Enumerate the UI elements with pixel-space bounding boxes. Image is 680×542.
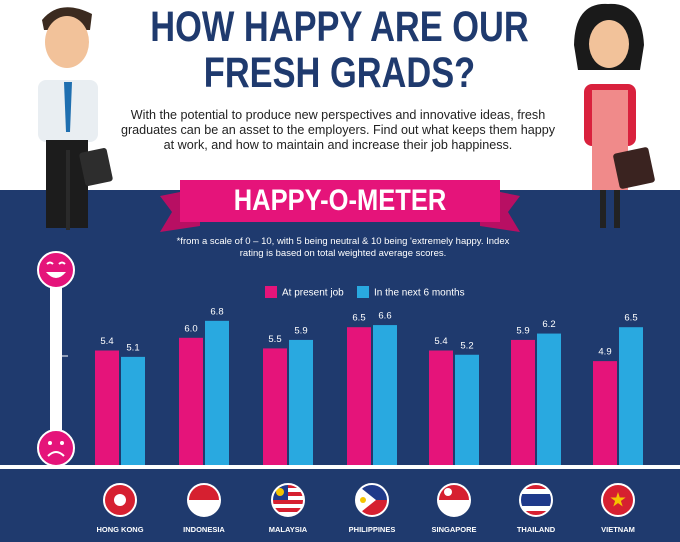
flag-part [114,494,126,506]
sad-face [37,429,75,467]
flag-part [438,484,470,500]
flag-part [188,500,220,516]
flag-ring [271,483,305,517]
legend-swatch [357,286,369,298]
bar [619,327,643,465]
flag-part [272,500,304,504]
banner: HAPPY-O-METER [233,184,447,217]
flag-part [188,484,220,500]
flag-part [444,488,452,496]
sad-eye [60,441,64,445]
data-label: 5.9 [294,325,307,336]
bar [537,333,561,465]
legend-label: At present job [282,288,344,299]
flag-ring [187,483,221,517]
bar [511,339,535,465]
data-label: 6.5 [624,313,637,324]
data-label: 5.4 [100,336,113,347]
happy-mouth [46,272,66,278]
flag-body [356,484,388,516]
flag [103,483,137,517]
legend-swatch [265,286,277,298]
bar [593,361,617,465]
bar [373,325,397,465]
flag [355,483,389,517]
bar [289,339,313,465]
happy-face [37,251,75,289]
bar [205,320,229,465]
data-label: 6.8 [210,306,223,317]
flag [187,483,221,517]
data-label: 5.2 [460,340,473,351]
bar [455,354,479,465]
note: *from a scale of 0 – 10, with 5 being ne… [176,236,510,259]
subtitle: With the potential to produce new perspe… [120,108,556,152]
happy-eyes [46,261,66,265]
flag-part [276,488,284,496]
bar [95,350,119,465]
flag-part [272,512,304,516]
bar [347,327,371,465]
flag-ring [437,483,471,517]
flag-part [272,504,304,508]
country-label: VIETNAM [601,525,635,534]
ribbon [180,180,500,222]
man-illustration [38,7,113,230]
data-label: 6.2 [542,319,555,330]
flag-ring [519,483,553,517]
bar [179,337,203,465]
country-label: PHILIPPINES [349,525,396,534]
baseline [0,465,680,469]
title: HOW HAPPY ARE OUR FRESH GRADS? [150,3,529,97]
bar [429,350,453,465]
sad-eye [48,441,52,445]
data-label: 5.5 [268,334,281,345]
data-label: 6.5 [352,313,365,324]
flag-part [272,508,304,512]
flag [601,483,635,517]
bar [263,348,287,465]
flag-part [360,497,366,503]
flag-part [438,500,470,516]
flag-part [610,492,626,507]
flag-ring [103,483,137,517]
data-label: 6.6 [378,311,391,322]
flag [437,483,471,517]
bar [121,356,145,465]
flag [519,483,553,517]
woman-illustration [574,3,655,228]
country-label: INDONESIA [183,525,225,534]
flag-ring [355,483,389,517]
flag-body [188,484,220,516]
flag-body [438,484,470,516]
data-label: 5.9 [516,325,529,336]
meter-bar [50,282,62,432]
data-label: 5.1 [126,342,139,353]
flag-ring [601,483,635,517]
data-label: 5.4 [434,336,447,347]
legend-label: In the next 6 months [374,288,465,299]
country-label: THAILAND [517,525,556,534]
country-label: HONG KONG [96,525,143,534]
country-label: MALAYSIA [269,525,308,534]
flag [271,483,305,517]
country-label: SINGAPORE [431,525,476,534]
sad-mouth [47,451,65,457]
data-label: 4.9 [598,347,611,358]
flag-part [520,494,552,506]
data-label: 6.0 [184,323,197,334]
